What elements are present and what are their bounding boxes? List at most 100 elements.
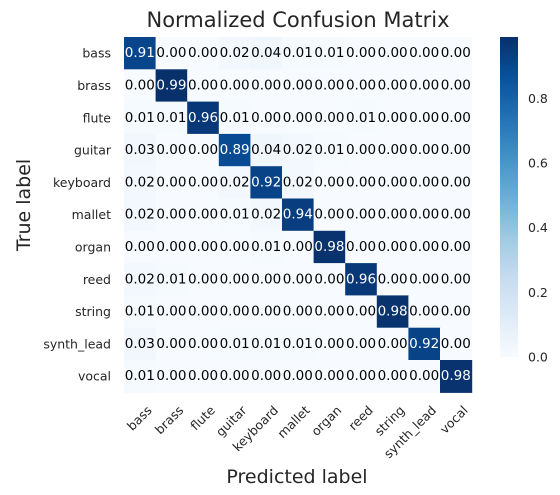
heatmap-cell — [155, 133, 188, 167]
heatmap-cell — [124, 133, 157, 167]
cell-value-label: 0.91 — [125, 45, 155, 61]
y-tick-label: reed — [83, 272, 111, 287]
cell-value-label: 0.00 — [314, 304, 344, 320]
heatmap-cell — [218, 69, 251, 103]
cell-value-label: 0.00 — [283, 77, 313, 93]
cell-value-label: 0.00 — [156, 239, 186, 255]
cell-value-label: 0.00 — [409, 45, 439, 61]
heatmap-cell — [440, 101, 473, 135]
cell-value-label: 0.00 — [314, 174, 344, 190]
heatmap-cell — [155, 166, 188, 200]
cell-value-label: 0.00 — [378, 271, 408, 287]
heatmap-cell — [313, 263, 346, 296]
colorbar-tick-label: 0.4 — [528, 220, 548, 235]
heatmap-cell — [218, 295, 251, 329]
cell-value-label: 0.00 — [156, 336, 186, 352]
y-tick-label: mallet — [72, 207, 111, 222]
heatmap-cell — [345, 230, 378, 264]
heatmap-cell — [155, 198, 188, 232]
heatmap-cell — [376, 37, 409, 70]
cell-value-label: 0.00 — [283, 304, 313, 320]
y-tick-label: guitar — [74, 143, 112, 158]
heatmap-cell — [408, 69, 441, 103]
cell-value-label: 0.03 — [125, 336, 155, 352]
x-tick-label: vocal — [437, 403, 471, 437]
heatmap-cell — [124, 37, 157, 70]
heatmap-cell — [187, 327, 220, 361]
heatmap-cell — [187, 69, 220, 103]
heatmap-cell — [282, 360, 315, 393]
cell-value-label: 0.00 — [346, 142, 376, 158]
heatmap-cell — [187, 166, 220, 200]
cell-value-label: 0.00 — [220, 271, 250, 287]
heatmap-cell — [408, 166, 441, 200]
heatmap-cell — [187, 101, 220, 135]
cell-value-label: 0.01 — [125, 304, 155, 320]
colorbar-tick-labels: 0.0 0.2 0.4 0.6 0.8 — [528, 91, 548, 365]
heatmap-cell — [218, 263, 251, 296]
cell-value-label: 0.00 — [409, 271, 439, 287]
cell-value-label: 0.00 — [283, 271, 313, 287]
cell-value-label: 0.00 — [125, 239, 155, 255]
colorbar-tick-label: 0.0 — [528, 350, 548, 365]
x-tick-label: organ — [308, 403, 344, 439]
cell-value-label: 0.00 — [378, 368, 408, 384]
cell-value-label: 0.00 — [314, 336, 344, 352]
cell-value-label: 0.00 — [220, 239, 250, 255]
colorbar-tick-label: 0.6 — [528, 156, 548, 171]
heatmap-cell — [124, 198, 157, 232]
heatmap-cell — [376, 69, 409, 103]
cell-value-label: 0.00 — [441, 77, 471, 93]
heatmap-cell — [155, 69, 188, 103]
heatmap-cell — [124, 295, 157, 329]
heatmap-cell — [282, 166, 315, 200]
cell-value-label: 0.00 — [251, 304, 281, 320]
cell-value-label: 0.00 — [409, 368, 439, 384]
heatmap-cell — [440, 69, 473, 103]
cell-value-label: 0.00 — [409, 77, 439, 93]
heatmap-cell — [250, 166, 283, 200]
y-tick-label: vocal — [78, 369, 111, 384]
cell-value-label: 0.00 — [314, 368, 344, 384]
cell-value-label: 0.92 — [251, 174, 281, 190]
cell-value-label: 0.00 — [346, 336, 376, 352]
heatmap-cell — [313, 360, 346, 393]
heatmap-cell — [313, 37, 346, 70]
cell-value-label: 0.00 — [441, 110, 471, 126]
heatmap-cell — [187, 37, 220, 70]
heatmap-cell — [250, 133, 283, 167]
heatmap-cell — [408, 360, 441, 393]
cell-value-label: 0.00 — [346, 45, 376, 61]
colorbar — [500, 37, 518, 357]
cell-value-label: 0.92 — [409, 336, 439, 352]
heatmap-cell — [124, 327, 157, 361]
cell-value-label: 0.01 — [251, 336, 281, 352]
cell-value-label: 0.04 — [251, 142, 281, 158]
cell-value-label: 0.00 — [441, 174, 471, 190]
heatmap-cell — [187, 360, 220, 393]
heatmap-cell — [440, 327, 473, 361]
cell-value-label: 0.00 — [378, 174, 408, 190]
heatmap-cell — [440, 360, 473, 393]
cell-value-label: 0.00 — [156, 45, 186, 61]
cell-value-label: 0.00 — [346, 174, 376, 190]
cell-value-label: 0.98 — [378, 304, 408, 320]
cell-value-label: 0.00 — [378, 336, 408, 352]
heatmap-cell — [313, 295, 346, 329]
cell-value-label: 0.04 — [251, 45, 281, 61]
cell-value-label: 0.01 — [283, 336, 313, 352]
heatmap-cell — [345, 37, 378, 70]
heatmap-cell — [124, 230, 157, 264]
cell-value-label: 0.96 — [188, 110, 218, 126]
cell-value-label: 0.00 — [409, 110, 439, 126]
cell-value-label: 0.00 — [314, 77, 344, 93]
cell-value-label: 0.02 — [283, 174, 313, 190]
cell-value-label: 0.01 — [125, 110, 155, 126]
heatmap-cell — [313, 198, 346, 232]
cell-value-label: 0.01 — [314, 45, 344, 61]
cell-value-label: 0.00 — [378, 77, 408, 93]
heatmap-cell — [440, 230, 473, 264]
heatmap-cell — [218, 133, 251, 167]
cell-value-label: 0.00 — [220, 304, 250, 320]
cell-value-label: 0.00 — [346, 368, 376, 384]
